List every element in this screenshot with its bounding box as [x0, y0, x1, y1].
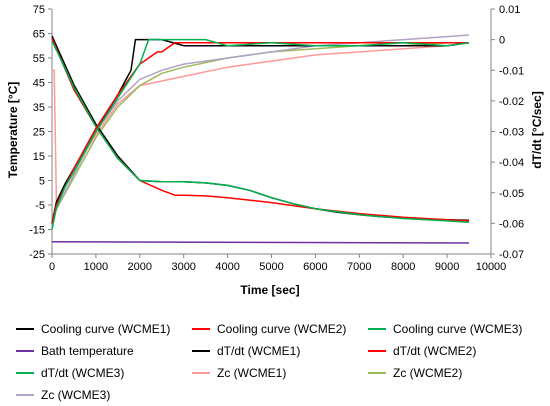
legend-label: Zc (WCME2) — [393, 366, 463, 380]
x-tick-label: 8000 — [391, 261, 415, 273]
legend-label: dT/dt (WCME2) — [393, 344, 477, 358]
legend-item: Cooling curve (WCME3) — [366, 322, 542, 336]
y2-tick-label: -0.04 — [499, 157, 524, 169]
legend-swatch — [368, 350, 386, 352]
legend-item: Zc (WCME2) — [366, 366, 542, 380]
x-tick-label: 7000 — [347, 261, 371, 273]
x-tick-label: 0 — [49, 261, 55, 273]
legend-item: Zc (WCME1) — [190, 366, 366, 380]
series-line-dt-dt-wcme1 — [51, 38, 470, 224]
legend-swatch — [192, 350, 210, 352]
x-tick-label: 1000 — [84, 261, 108, 273]
legend-row: Bath temperature dT/dt (WCME1) dT/dt (WCME… — [14, 340, 544, 362]
series-lines — [51, 34, 470, 244]
legend-swatch — [16, 328, 34, 330]
legend-item: dT/dt (WCME2) — [366, 344, 542, 358]
y2-tick-label: -0.02 — [499, 96, 524, 108]
y2-tick-label: -0.03 — [499, 127, 524, 139]
legend-item: Zc (WCME3) — [14, 388, 190, 402]
legend-swatch — [16, 350, 34, 352]
x-tick-label: 2000 — [128, 261, 152, 273]
y-tick-label: -5 — [35, 200, 45, 212]
legend-row: dT/dt (WCME3) Zc (WCME1) Zc (WCME2) — [14, 362, 544, 384]
legend-swatch — [192, 328, 210, 330]
legend-swatch — [368, 372, 386, 374]
legend-swatch — [16, 372, 34, 374]
legend-label: dT/dt (WCME1) — [217, 344, 301, 358]
series-line-cooling-curve-wcme1 — [51, 35, 470, 221]
y2-tick-label: 0.01 — [499, 4, 520, 16]
series-line-dt-dt-wcme3 — [51, 38, 470, 230]
y-tick-label: 35 — [33, 102, 45, 114]
legend-swatch — [16, 394, 34, 396]
x-tick-label: 10000 — [476, 261, 507, 273]
x-tick-label: 9000 — [435, 261, 459, 273]
legend-swatch — [368, 328, 386, 330]
x-axis-title: Time [sec] — [240, 283, 299, 297]
y-tick-label: 25 — [33, 127, 45, 139]
legend-label: Cooling curve (WCME3) — [393, 322, 523, 336]
legend-label: Zc (WCME3) — [41, 388, 111, 402]
y-tick-label: 65 — [33, 29, 45, 41]
legend-label: dT/dt (WCME3) — [41, 366, 125, 380]
y2-tick-label: -0.07 — [499, 249, 524, 261]
x-tick-label: 3000 — [171, 261, 195, 273]
series-line-dt-dt-wcme2 — [51, 41, 469, 224]
y2-tick-label: -0.01 — [499, 65, 524, 77]
x-tick-label: 5000 — [259, 261, 283, 273]
y-tick-label: 75 — [33, 4, 45, 16]
legend: Cooling curve (WCME1) Cooling curve (WCME… — [14, 318, 544, 406]
series-line-bath-temperature — [51, 241, 470, 244]
y-axis-ticks: 75 65 55 45 35 25 15 5 -5 -15 -25 — [29, 4, 52, 261]
y2-tick-label: 0 — [499, 35, 505, 47]
legend-item: dT/dt (WCME3) — [14, 366, 190, 380]
y2-tick-label: -0.06 — [499, 218, 524, 230]
y2-tick-label: -0.05 — [499, 188, 524, 200]
y-tick-label: -15 — [29, 225, 45, 237]
legend-item: Cooling curve (WCME1) — [14, 322, 190, 336]
legend-swatch — [192, 372, 210, 374]
legend-row: Cooling curve (WCME1) Cooling curve (WCME… — [14, 318, 544, 340]
y2-axis-ticks: 0.01 0 -0.01 -0.02 -0.03 -0.04 -0.05 -0.06 -0.07 — [491, 4, 524, 261]
series-line-cooling-curve-wcme3 — [51, 40, 470, 223]
y-tick-label: 55 — [33, 53, 45, 65]
legend-row: Zc (WCME3) — [14, 384, 544, 406]
y-tick-label: 45 — [33, 78, 45, 90]
legend-item: Bath temperature — [14, 344, 190, 358]
series-line-zc-wcme1 — [52, 41, 470, 203]
x-axis-ticks: 0 1000 2000 3000 4000 5000 6000 7000 8000 9000 100… — [49, 254, 506, 273]
legend-label: Cooling curve (WCME2) — [217, 322, 347, 336]
legend-item: Cooling curve (WCME2) — [190, 322, 366, 336]
legend-label: Zc (WCME1) — [217, 366, 287, 380]
legend-label: Cooling curve (WCME1) — [41, 322, 171, 336]
x-tick-label: 4000 — [215, 261, 239, 273]
legend-label: Bath temperature — [41, 344, 134, 358]
series-line-zc-wcme2 — [51, 41, 469, 218]
y-tick-label: 15 — [33, 151, 45, 163]
y-tick-label: -25 — [29, 249, 45, 261]
y2-axis-title: dT/dt [°C/sec] — [530, 91, 544, 168]
y-tick-label: 5 — [39, 176, 45, 188]
y-axis-title: Temperature [°C] — [6, 82, 20, 179]
x-tick-label: 6000 — [303, 261, 327, 273]
legend-item: dT/dt (WCME1) — [190, 344, 366, 358]
